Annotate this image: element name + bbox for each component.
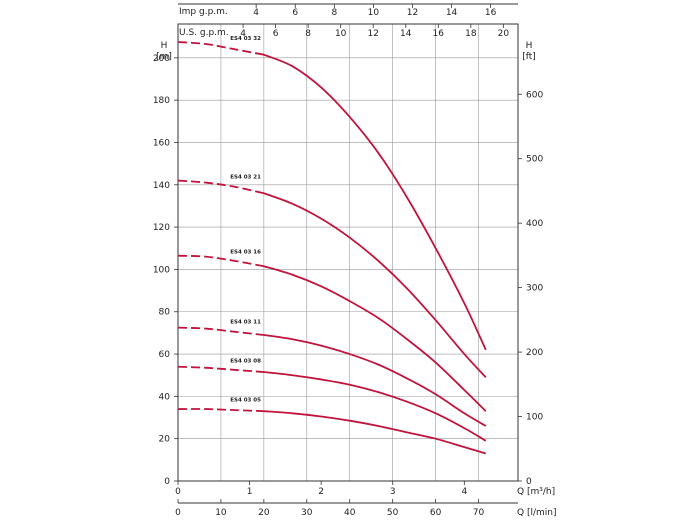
h-ft-tick-label: 400 xyxy=(526,219,543,229)
us-gpm-tick-label: 4 xyxy=(240,29,246,39)
series-curve-solid xyxy=(263,192,487,378)
q-m3h-tick-label: 3 xyxy=(390,487,396,497)
series-label: ES4 03 21 xyxy=(230,174,261,180)
series-curve-solid xyxy=(263,334,487,427)
us-gpm-axis-label: U.S. g.p.m. xyxy=(179,28,229,38)
us-gpm-tick-label: 18 xyxy=(465,29,477,39)
q-lmin-tick-label: 60 xyxy=(430,508,442,518)
series-label: ES4 03 32 xyxy=(230,36,261,42)
plot-border xyxy=(177,23,519,482)
series-curve-dashed xyxy=(177,408,264,413)
series-curve: ES4 03 05 xyxy=(177,398,487,455)
series-label: ES4 03 08 xyxy=(230,359,261,365)
q-lmin-axis-label: Q [l/min] xyxy=(517,508,556,518)
h-m-tick-label: 200 xyxy=(153,54,170,64)
h-ft-tick-label: 500 xyxy=(526,155,543,165)
us-gpm-tick-label: 20 xyxy=(498,29,510,39)
series-curve: ES4 03 32 xyxy=(177,36,487,351)
h-ft-axis-label-unit: [ft] xyxy=(522,52,536,62)
us-gpm-tick-label: 14 xyxy=(400,29,412,39)
h-m-tick-label: 60 xyxy=(159,350,171,360)
q-m3h-tick-label: 4 xyxy=(461,487,467,497)
q-m3h-tick-label: 2 xyxy=(318,487,324,497)
h-m-tick-label: 40 xyxy=(159,392,171,402)
imp-gpm-axis-label: Imp g.p.m. xyxy=(179,7,228,17)
series-curve: ES4 03 16 xyxy=(177,250,487,412)
q-lmin-tick-label: 0 xyxy=(175,508,181,518)
series-curve: ES4 03 21 xyxy=(177,174,487,378)
series-curve: ES4 03 08 xyxy=(177,359,487,442)
series-curve-solid xyxy=(263,265,487,412)
imp-gpm-tick-label: 12 xyxy=(407,8,418,18)
series-curve-dashed xyxy=(177,179,265,195)
series-curve-dashed xyxy=(177,326,264,336)
q-lmin-tick-label: 70 xyxy=(473,508,485,518)
us-gpm-tick-label: 10 xyxy=(335,29,347,39)
series-curve: ES4 03 11 xyxy=(177,319,487,427)
axis-labels: Imp g.p.m. U.S. g.p.m. H [m] H [ft] Q [m… xyxy=(156,7,556,518)
series-label: ES4 03 05 xyxy=(230,398,261,404)
h-ft-tick-label: 300 xyxy=(526,284,543,294)
imp-gpm-tick-label: 14 xyxy=(446,8,458,18)
h-ft-tick-label: 200 xyxy=(526,348,543,358)
h-ft-axis-label-top: H xyxy=(526,41,533,51)
us-gpm-tick-label: 6 xyxy=(273,29,279,39)
axis-ticks: 4 6 8 10 12 14 164 6 8 10 12 14 16 18 2002040608010012… xyxy=(153,4,543,518)
h-m-tick-label: 120 xyxy=(153,223,170,233)
plot-frame xyxy=(177,3,519,504)
h-m-axis-label-top: H xyxy=(161,41,168,51)
q-lmin-tick-label: 20 xyxy=(258,508,270,518)
q-lmin-tick-label: 30 xyxy=(301,508,313,518)
imp-gpm-tick-label: 8 xyxy=(331,8,337,18)
h-m-tick-label: 20 xyxy=(159,435,171,445)
series-curve-solid xyxy=(263,371,487,442)
grid xyxy=(177,24,518,482)
q-m3h-axis-label: Q [m³/h] xyxy=(517,487,555,497)
us-gpm-tick-label: 12 xyxy=(367,29,378,39)
imp-gpm-tick-label: 6 xyxy=(292,8,298,18)
imp-gpm-tick-label: 10 xyxy=(368,8,380,18)
series-curve-dashed xyxy=(177,41,265,56)
q-lmin-tick-label: 50 xyxy=(387,508,399,518)
series-label: ES4 03 11 xyxy=(230,319,261,325)
us-gpm-tick-label: 16 xyxy=(433,29,445,39)
h-m-tick-label: 80 xyxy=(159,308,171,318)
series-curve-solid xyxy=(263,410,487,455)
h-m-tick-label: 140 xyxy=(153,181,170,191)
imp-gpm-tick-label: 16 xyxy=(485,8,497,18)
h-ft-tick-label: 600 xyxy=(526,90,543,100)
h-ft-tick-label: 100 xyxy=(526,413,543,423)
h-m-tick-label: 0 xyxy=(164,477,170,487)
h-m-axis-label-unit: [m] xyxy=(156,52,172,62)
series-group: ES4 03 32 ES4 03 21 ES4 03 16 ES4 03 11 ES4 … xyxy=(177,36,487,455)
q-lmin-tick-label: 40 xyxy=(344,508,356,518)
h-m-tick-label: 180 xyxy=(153,96,170,106)
us-gpm-tick-label: 8 xyxy=(305,29,311,39)
h-m-tick-label: 100 xyxy=(153,265,170,275)
q-lmin-tick-label: 10 xyxy=(215,508,227,518)
q-m3h-tick-label: 0 xyxy=(175,487,181,497)
series-curve-dashed xyxy=(177,254,265,268)
series-label: ES4 03 16 xyxy=(230,250,261,256)
series-curve-solid xyxy=(263,53,487,351)
q-m3h-tick-label: 1 xyxy=(247,487,253,497)
series-curve-dashed xyxy=(177,365,264,373)
h-m-tick-label: 160 xyxy=(153,138,170,148)
h-ft-tick-label: 0 xyxy=(526,477,532,487)
imp-gpm-tick-label: 4 xyxy=(253,8,259,18)
